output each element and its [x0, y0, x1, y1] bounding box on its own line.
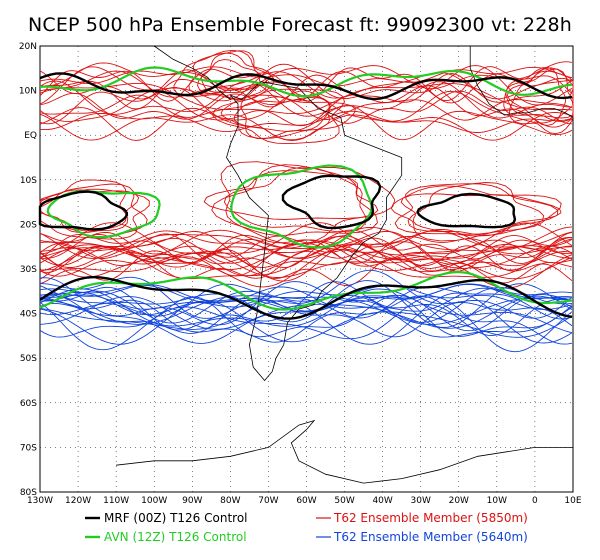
contour-5640	[39, 300, 573, 345]
avn-control-contours	[39, 66, 573, 311]
contour-5850	[197, 50, 268, 100]
lon-label: 40W	[372, 496, 392, 506]
lon-label: 20W	[449, 496, 469, 506]
contour-5640	[39, 295, 573, 325]
lat-label: 50S	[20, 354, 37, 364]
contour-5850	[39, 110, 573, 133]
contour-5850	[39, 66, 573, 87]
contour-5640	[39, 288, 573, 334]
contour-5850	[39, 73, 573, 110]
lon-label: 80W	[220, 496, 240, 506]
contour-5640	[39, 287, 573, 324]
contour-5640	[39, 297, 573, 344]
legend-label-avn: AVN (12Z) T126 Control	[104, 530, 247, 544]
lon-label: 100W	[141, 496, 167, 506]
contour-5850	[233, 96, 330, 141]
legend: MRF (00Z) T126 Control AVN (12Z) T126 Co…	[85, 511, 528, 544]
contour-5850	[39, 239, 573, 272]
lon-label: 90W	[182, 496, 202, 506]
contour-5850	[39, 252, 573, 280]
contour-5850	[390, 185, 562, 242]
contour-5640	[39, 295, 573, 345]
lat-label: 70S	[20, 443, 37, 453]
latitude-labels: 20N 10N EQ 10S 20S 30S 40S 50S 60S 70S 80S	[19, 42, 37, 498]
contour-5850	[39, 61, 573, 91]
contour-5850	[39, 94, 573, 121]
contour-5640	[39, 269, 573, 319]
contour-5640	[39, 285, 573, 310]
south-america-coast	[226, 81, 403, 382]
legend-label-5640: T62 Ensemble Member (5640m)	[333, 530, 528, 544]
avn-contour	[230, 164, 373, 249]
chart-title: NCEP 500 hPa Ensemble Forecast ft: 99092…	[27, 14, 573, 36]
mrf-control-contours	[38, 72, 573, 320]
contour-5850	[200, 59, 261, 93]
legend-label-5850: T62 Ensemble Member (5850m)	[333, 511, 528, 525]
contour-5850	[188, 52, 271, 95]
contour-5850	[39, 63, 573, 106]
member-5640-contours	[39, 269, 573, 353]
longitude-labels: 130W 120W 110W 100W 90W 80W 70W 60W 50W 40W 30W 20W…	[27, 496, 582, 506]
contour-5850	[506, 70, 574, 119]
legend-label-mrf: MRF (00Z) T126 Control	[104, 511, 248, 525]
contour-5850	[39, 230, 573, 260]
contour-5850	[39, 105, 573, 141]
contour-5850	[203, 170, 379, 220]
mrf-contour	[38, 190, 129, 231]
lat-label: 30S	[20, 265, 37, 275]
avn-contour	[46, 190, 161, 239]
contour-5850	[505, 67, 574, 123]
contour-5850	[39, 243, 573, 282]
contour-5850	[39, 245, 573, 286]
contour-5850	[394, 183, 559, 235]
contour-5850	[400, 193, 562, 237]
contour-5850	[220, 94, 356, 139]
contour-5850	[508, 68, 574, 135]
lat-label: EQ	[24, 131, 37, 141]
lon-label: 110W	[103, 496, 129, 506]
lat-label: 10S	[20, 176, 37, 186]
contour-5640	[39, 286, 573, 316]
lon-label: 30W	[411, 496, 431, 506]
lon-label: 50W	[334, 496, 354, 506]
lat-label: 20N	[19, 42, 37, 52]
contour-5850	[211, 164, 378, 236]
lon-label: 60W	[296, 496, 316, 506]
contour-5850	[240, 81, 331, 140]
contour-5850	[173, 49, 275, 101]
lon-label: 70W	[258, 496, 278, 506]
lon-label: 10E	[564, 496, 581, 506]
antarctica-coast	[116, 419, 573, 484]
lat-label: 20S	[20, 220, 37, 230]
lat-label: 60S	[20, 399, 37, 409]
lat-label: 10N	[19, 87, 37, 97]
contour-5850	[39, 230, 573, 268]
mrf-contour	[39, 276, 573, 320]
contour-5850	[212, 88, 345, 145]
lat-label: 80S	[20, 488, 37, 498]
mrf-contour	[39, 72, 573, 101]
mrf-contour	[416, 192, 517, 229]
mrf-contour	[281, 174, 382, 230]
contour-5640	[39, 283, 573, 320]
contour-5850	[503, 66, 567, 126]
contour-5850	[407, 182, 545, 236]
contour-5850	[39, 80, 573, 119]
lon-label: 130W	[27, 496, 53, 506]
central-america-coast	[153, 45, 231, 100]
lon-label: 0	[532, 496, 538, 506]
contour-5850	[39, 242, 573, 284]
lat-label: 40S	[20, 310, 37, 320]
lon-label: 120W	[65, 496, 91, 506]
lon-label: 10W	[487, 496, 507, 506]
contour-5640	[39, 283, 573, 313]
contour-5850	[39, 82, 573, 115]
contour-5640	[39, 277, 573, 332]
contour-5850	[39, 90, 573, 124]
contour-5850	[39, 226, 573, 259]
